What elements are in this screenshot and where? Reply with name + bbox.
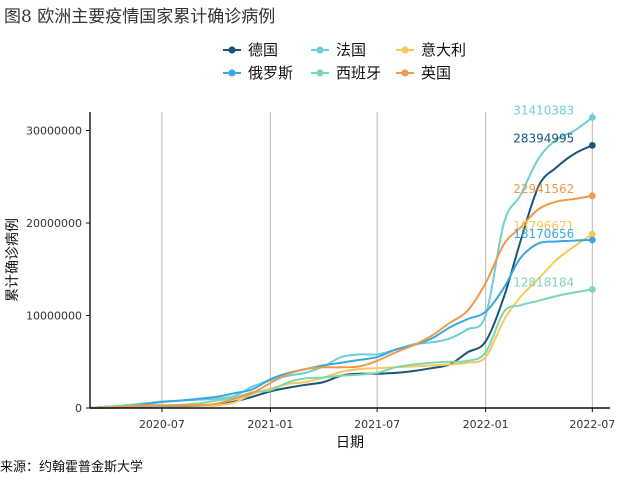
end-value-label-3: 18170656 <box>513 227 574 241</box>
legend-key-marker <box>228 69 236 77</box>
series-line-2 <box>89 233 593 409</box>
figure-source: 来源：约翰霍普金斯大学 <box>0 460 144 475</box>
y-tick-label: 0 <box>75 402 82 415</box>
legend-label: 意大利 <box>421 41 466 59</box>
series-lines <box>89 116 593 409</box>
legend-label: 西班牙 <box>336 64 381 82</box>
end-value-label-0: 28394995 <box>513 131 574 145</box>
series-endpoint-0 <box>588 141 596 149</box>
gridlines <box>161 112 593 408</box>
x-axis-title: 日期 <box>336 435 364 451</box>
x-tick-label: 2022-07 <box>569 418 615 431</box>
end-value-label-4: 12818184 <box>513 275 574 289</box>
series-line-5 <box>89 194 593 409</box>
y-tick-labels: 0 10000000 20000000 30000000 <box>26 125 82 416</box>
legend-label: 俄罗斯 <box>248 64 293 82</box>
series-line-3 <box>89 238 593 409</box>
legend-key-marker <box>401 46 409 54</box>
end-value-label-2: 18796671 <box>513 219 574 233</box>
x-tick-label: 2021-07 <box>354 418 400 431</box>
end-value-label-1: 31410383 <box>513 103 574 117</box>
legend-label: 英国 <box>421 64 451 82</box>
y-tick-label: 20000000 <box>26 217 82 230</box>
figure-title: 图8 欧洲主要疫情国家累计确诊病例 <box>4 7 276 27</box>
legend-label: 法国 <box>336 41 366 59</box>
y-tick-label: 30000000 <box>26 125 82 138</box>
series-endpoint-1 <box>588 114 596 121</box>
series-endpoint-2 <box>588 230 596 238</box>
series-line-4 <box>89 288 593 409</box>
axes <box>86 112 610 412</box>
series-endpoint-3 <box>588 236 596 244</box>
x-tick-labels: 2020-07 2021-01 2021-07 2022-01 2022-07 <box>139 418 615 431</box>
x-tick-label: 2022-01 <box>463 418 509 431</box>
series-endpoint-4 <box>588 286 596 293</box>
legend-key-marker <box>228 46 236 54</box>
x-tick-label: 2020-07 <box>139 418 185 431</box>
legend-label: 德国 <box>248 41 278 59</box>
y-tick-label: 10000000 <box>26 310 82 323</box>
legend-key-marker <box>316 69 324 77</box>
x-tick-label: 2021-01 <box>247 418 293 431</box>
end-value-label-5: 22941562 <box>513 182 574 196</box>
y-axis-title: 累计确诊病例 <box>5 218 21 302</box>
series-endpoint-5 <box>588 192 596 200</box>
legend-key-marker <box>316 46 324 54</box>
legend-key-marker <box>401 69 409 77</box>
